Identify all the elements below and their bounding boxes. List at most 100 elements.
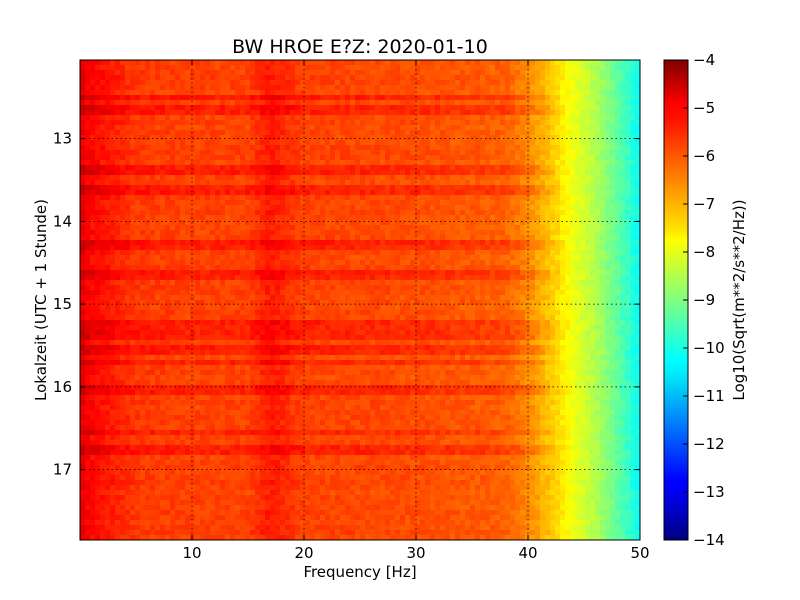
heatmap-cell [460,155,466,161]
heatmap-cell [485,190,491,196]
heatmap-cell [505,195,511,201]
heatmap-cell [610,220,616,226]
heatmap-cell [625,275,631,281]
heatmap-cell [435,65,441,71]
heatmap-cell [415,255,421,261]
heatmap-cell [85,180,91,186]
heatmap-cell [225,235,231,241]
heatmap-cell [110,185,116,191]
heatmap-cell [485,235,491,241]
heatmap-cell [530,135,536,141]
heatmap-cell [515,230,521,236]
heatmap-cell [630,200,636,206]
heatmap-cell [615,160,621,166]
heatmap-cell [505,210,511,216]
heatmap-cell [305,70,311,76]
heatmap-cell [240,60,246,66]
heatmap-cell [515,105,521,111]
heatmap-cell [410,125,416,131]
heatmap-cell [270,280,276,286]
heatmap-cell [580,130,586,136]
heatmap-cell [350,195,356,201]
heatmap-cell [170,85,176,91]
heatmap-cell [475,100,481,106]
heatmap-cell [95,225,101,231]
heatmap-cell [325,215,331,221]
heatmap-cell [295,125,301,131]
heatmap-cell [370,240,376,246]
heatmap-cell [350,80,356,86]
heatmap-cell [390,200,396,206]
heatmap-cell [450,180,456,186]
heatmap-cell [260,280,266,286]
heatmap-cell [85,140,91,146]
heatmap-cell [240,100,246,106]
heatmap-cell [170,70,176,76]
heatmap-cell [90,275,96,281]
heatmap-cell [450,90,456,96]
heatmap-cell [380,270,386,276]
heatmap-cell [195,135,201,141]
heatmap-cell [505,240,511,246]
heatmap-cell [475,255,481,261]
heatmap-cell [595,120,601,126]
heatmap-cell [265,130,271,136]
heatmap-cell [550,135,556,141]
heatmap-cell [630,225,636,231]
heatmap-cell [430,175,436,181]
chart-title: BW HROE E?Z: 2020-01-10 [232,36,488,58]
heatmap-cell [105,160,111,166]
heatmap-cell [145,230,151,236]
heatmap-cell [485,125,491,131]
heatmap-cell [580,85,586,91]
heatmap-cell [120,170,126,176]
heatmap-cell [445,225,451,231]
heatmap-cell [100,170,106,176]
heatmap-cell [515,70,521,76]
heatmap-cell [230,145,236,151]
heatmap-cell [585,145,591,151]
heatmap-cell [305,80,311,86]
heatmap-cell [235,85,241,91]
heatmap-cell [350,230,356,236]
heatmap-cell [575,130,581,136]
heatmap-cell [555,105,561,111]
heatmap-cell [310,185,316,191]
heatmap-cell [240,80,246,86]
heatmap-cell [155,145,161,151]
heatmap-cell [140,215,146,221]
heatmap-cell [280,75,286,81]
heatmap-cell [560,240,566,246]
heatmap-cell [140,185,146,191]
heatmap-cell [80,205,86,211]
heatmap-cell [150,85,156,91]
heatmap-cell [300,250,306,256]
heatmap-cell [565,100,571,106]
heatmap-cell [240,210,246,216]
heatmap-cell [200,260,206,266]
heatmap-cell [90,85,96,91]
heatmap-cell [130,225,136,231]
heatmap-cell [565,210,571,216]
heatmap-cell [630,255,636,261]
heatmap-cell [290,215,296,221]
heatmap-cell [95,235,101,241]
heatmap-cell [275,220,281,226]
heatmap-cell [195,65,201,71]
heatmap-cell [535,215,541,221]
heatmap-cell [435,230,441,236]
heatmap-cell [450,275,456,281]
heatmap-cell [580,125,586,131]
heatmap-cell [135,245,141,251]
heatmap-cell [335,70,341,76]
heatmap-cell [570,135,576,141]
heatmap-cell [310,150,316,156]
heatmap-cell [185,190,191,196]
heatmap-cell [475,85,481,91]
heatmap-cell [595,275,601,281]
heatmap-cell [600,160,606,166]
heatmap-cell [405,270,411,276]
heatmap-cell [570,110,576,116]
heatmap-cell [270,190,276,196]
heatmap-cell [250,200,256,206]
